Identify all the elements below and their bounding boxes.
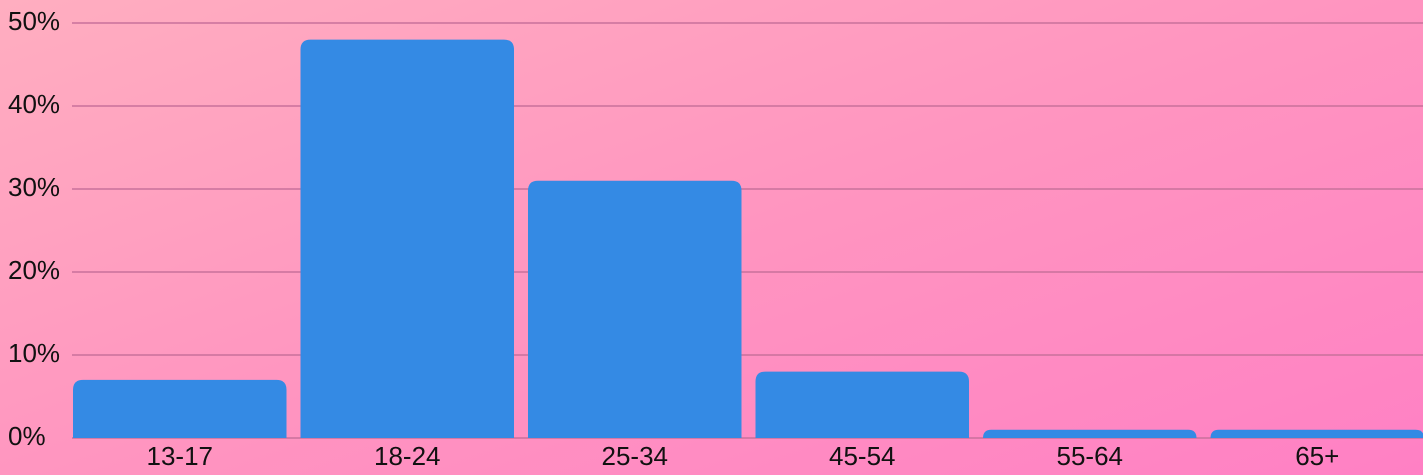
y-tick-label: 50% bbox=[8, 6, 60, 36]
x-tick-label: 65+ bbox=[1295, 441, 1339, 471]
bar bbox=[1210, 429, 1423, 438]
x-tick-label: 13-17 bbox=[147, 441, 214, 471]
bar bbox=[755, 371, 969, 438]
y-tick-label: 40% bbox=[8, 89, 60, 119]
x-tick-label: 18-24 bbox=[374, 441, 441, 471]
x-tick-label: 55-64 bbox=[1057, 441, 1124, 471]
bar bbox=[73, 379, 287, 438]
y-tick-label: 0% bbox=[8, 421, 46, 451]
x-tick-label: 25-34 bbox=[602, 441, 669, 471]
bar bbox=[528, 180, 742, 438]
bar bbox=[300, 39, 514, 438]
y-tick-label: 10% bbox=[8, 338, 60, 368]
y-tick-label: 20% bbox=[8, 255, 60, 285]
y-tick-label: 30% bbox=[8, 172, 60, 202]
x-tick-label: 45-54 bbox=[829, 441, 896, 471]
bar bbox=[983, 429, 1197, 438]
